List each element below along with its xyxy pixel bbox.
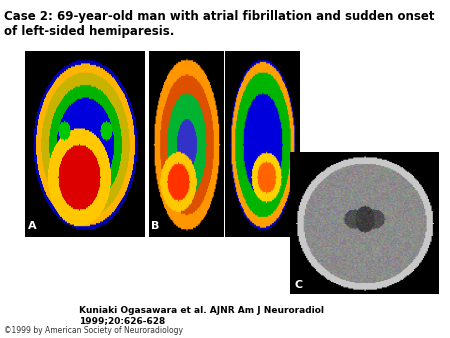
Text: C: C [295,280,303,290]
Text: B: B [151,221,159,231]
Text: A: A [28,221,37,231]
Text: AINR: AINR [326,298,392,320]
Text: AMERICAN JOURNAL OF NEURORADIOLOGY: AMERICAN JOURNAL OF NEURORADIOLOGY [306,324,411,329]
Text: ©1999 by American Society of Neuroradiology: ©1999 by American Society of Neuroradiol… [4,325,184,335]
Text: Kuniaki Ogasawara et al. AJNR Am J Neuroradiol
1999;20:626-628: Kuniaki Ogasawara et al. AJNR Am J Neuro… [79,306,324,325]
Text: Case 2: 69-year-old man with atrial fibrillation and sudden onset of left-sided : Case 2: 69-year-old man with atrial fibr… [4,10,435,38]
